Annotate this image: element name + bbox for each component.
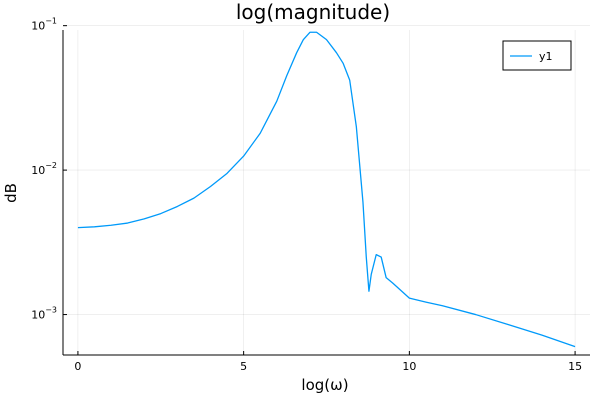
series-layer bbox=[77, 31, 576, 348]
grid bbox=[63, 25, 590, 355]
y-tick-label: 10−1 bbox=[31, 17, 57, 33]
y-tick-label: 10−2 bbox=[31, 161, 57, 177]
x-tick-label: 10 bbox=[402, 360, 416, 373]
legend-label-y1: y1 bbox=[539, 50, 553, 63]
y-ticks: 10−3 10−2 10−1 bbox=[31, 17, 67, 322]
x-tick-label: 15 bbox=[568, 360, 582, 373]
x-axis-label: log(ω) bbox=[301, 376, 348, 394]
x-tick-label: 5 bbox=[240, 360, 247, 373]
legend: y1 bbox=[502, 40, 572, 71]
y-axis-label: dB bbox=[2, 183, 20, 203]
axes bbox=[62, 30, 590, 356]
series-line-y1 bbox=[77, 31, 576, 348]
y-tick-label: 10−3 bbox=[31, 306, 57, 322]
x-ticks: 0 5 10 15 bbox=[74, 351, 582, 373]
chart-title: log(magnitude) bbox=[236, 0, 390, 24]
x-tick-label: 0 bbox=[74, 360, 81, 373]
